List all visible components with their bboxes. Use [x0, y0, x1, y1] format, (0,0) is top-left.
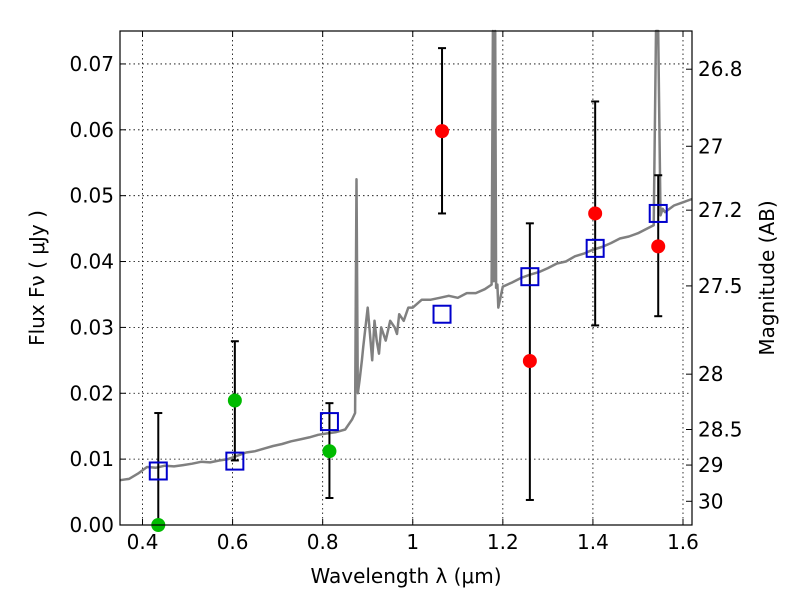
x-tick-label: 0.6	[217, 530, 249, 554]
observed-point	[435, 124, 450, 139]
plot-frame	[119, 30, 693, 526]
x-tick-label: 0.8	[307, 530, 339, 554]
y2-tick-label: 28	[698, 362, 723, 386]
upper-limit-point	[227, 393, 242, 408]
y2-tick-label: 27	[698, 134, 723, 158]
model-square-marker	[585, 238, 605, 258]
model-square-marker	[432, 304, 452, 324]
y2-tick-label: 30	[698, 489, 723, 513]
y-tick-label: 0.06	[69, 118, 114, 142]
y-tick-label: 0.05	[69, 184, 114, 208]
y-tick-label: 0.02	[69, 381, 114, 405]
data-markers	[148, 124, 668, 532]
observed-point	[522, 353, 537, 368]
observed-point	[588, 206, 603, 221]
x-tick-label: 1.2	[487, 530, 519, 554]
x-tick-label: 1	[406, 530, 419, 554]
y-tick-label: 0.04	[69, 250, 114, 274]
y-tick-label: 0.01	[69, 447, 114, 471]
y2-tick-label: 26.8	[698, 57, 743, 81]
model-square-marker	[148, 461, 168, 481]
y2-tick-label: 29	[698, 453, 723, 477]
upper-limit-point	[322, 444, 337, 459]
template-spectrum	[119, 29, 693, 482]
y2-tick-label: 27.5	[698, 274, 743, 298]
model-square-marker	[225, 451, 245, 471]
model-square-marker	[520, 267, 540, 287]
y-tick-label: 0.07	[69, 52, 114, 76]
x-tick-label: 0.4	[127, 530, 159, 554]
y2-tick-label: 27.2	[698, 198, 743, 222]
model-square-marker	[648, 203, 668, 223]
y-tick-label: 0.03	[69, 315, 114, 339]
spectrum-line	[119, 29, 693, 482]
y2-axis-label: Magnitude (AB)	[755, 200, 779, 355]
y-tick-label: 0.00	[69, 513, 114, 537]
observed-point	[651, 239, 666, 254]
axis-ticks: 0.4 0.6 0.8 1 1.2 1.4 1.6 0.00 0.01 0.02 0.03 0.04 0…	[69, 31, 743, 554]
x-tick-label: 1.4	[577, 530, 609, 554]
x-axis-label: Wavelength λ (μm)	[310, 564, 501, 588]
y2-tick-label: 28.5	[698, 417, 743, 441]
x-tick-label: 1.6	[667, 530, 699, 554]
grid	[120, 31, 692, 525]
model-square-marker	[319, 412, 339, 432]
y-axis-label: Flux Fν ( μJy )	[25, 210, 49, 346]
